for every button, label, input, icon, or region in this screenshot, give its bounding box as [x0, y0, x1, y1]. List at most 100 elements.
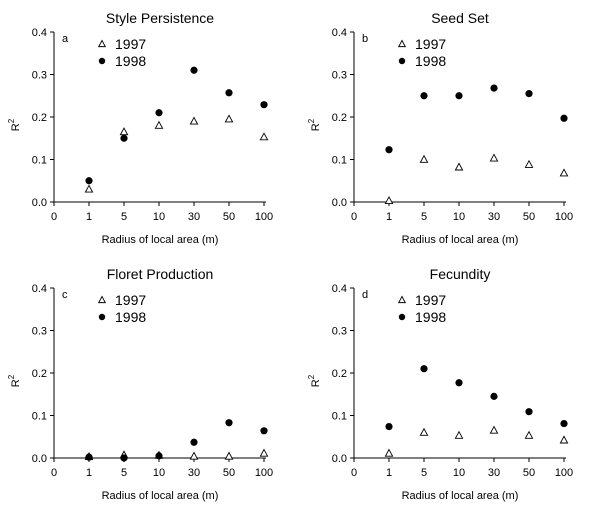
x-tick-label: 30 — [188, 211, 200, 223]
data-point-1998 — [190, 438, 198, 446]
x-tick-label: 30 — [488, 467, 500, 479]
data-point-1997 — [454, 162, 464, 171]
data-point-1998 — [120, 454, 128, 462]
legend-marker-circle — [398, 313, 406, 321]
x-tick-label: 5 — [121, 467, 127, 479]
x-tick-label: 100 — [555, 211, 573, 223]
x-tick-label: 0 — [351, 467, 357, 479]
legend-label: 1997 — [415, 292, 446, 308]
data-point-1997 — [559, 435, 569, 444]
data-point-1998 — [420, 365, 428, 373]
data-point-1997 — [384, 448, 394, 457]
data-point-1997 — [559, 168, 569, 177]
data-point-1997 — [224, 451, 234, 460]
panel-b: Seed Set b 0.0 0.1 0.2 0.3 0.4 0 1 5 10 30 50 100 Radi… — [307, 10, 573, 246]
y-tick-label: 0.2 — [32, 368, 47, 380]
x-tick-label: 100 — [255, 211, 273, 223]
panel-c: Floret Production c 0.0 0.1 0.2 0.3 0.4 0 1 5 10 30… — [7, 266, 273, 502]
y-tick-label: 0.1 — [32, 411, 47, 423]
data-point-1997 — [419, 427, 429, 436]
data-point-1997 — [189, 451, 199, 460]
y-tick-label: 0.4 — [32, 27, 47, 39]
data-point-1998 — [155, 452, 163, 460]
y-tick-label: 0.2 — [32, 112, 47, 124]
data-point-1998 — [190, 66, 198, 74]
x-tick-label: 30 — [488, 211, 500, 223]
x-tick-label: 0 — [51, 211, 57, 223]
data-point-1997 — [84, 184, 94, 193]
y-axis-label: R2 — [307, 374, 322, 387]
panel-letter: c — [62, 289, 68, 301]
x-tick-label: 50 — [523, 467, 535, 479]
legend-marker-circle — [98, 57, 106, 65]
panel-d: Fecundity d 0.0 0.1 0.2 0.3 0.4 0 1 5 10 30 50 100 Rad… — [307, 266, 573, 502]
x-tick-label: 5 — [421, 467, 427, 479]
chart-title: Floret Production — [107, 266, 214, 282]
legend-label: 1997 — [115, 292, 146, 308]
data-point-1997 — [489, 153, 499, 162]
data-point-1998 — [85, 177, 93, 185]
x-tick-label: 1 — [386, 467, 392, 479]
y-tick-label: 0.3 — [332, 70, 347, 82]
legend-label: 1998 — [415, 309, 446, 325]
legend-marker-circle — [398, 57, 406, 65]
legend-marker-circle — [98, 313, 106, 321]
x-tick-label: 0 — [351, 211, 357, 223]
y-tick-label: 0.4 — [332, 27, 347, 39]
legend-marker-triangle — [97, 39, 107, 48]
panel-letter: a — [62, 33, 69, 45]
x-tick-label: 10 — [153, 467, 165, 479]
legend-label: 1998 — [415, 53, 446, 69]
x-tick-label: 10 — [153, 211, 165, 223]
y-tick-label: 0.0 — [332, 197, 347, 209]
x-tick-label: 1 — [86, 211, 92, 223]
y-tick-label: 0.3 — [332, 326, 347, 338]
data-point-1998 — [155, 109, 163, 117]
x-axis-label: Radius of local area (m) — [402, 234, 519, 246]
y-tick-label: 0.4 — [332, 283, 347, 295]
x-tick-label: 50 — [223, 211, 235, 223]
chart-title: Style Persistence — [106, 10, 214, 26]
data-point-1998 — [225, 89, 233, 97]
x-tick-label: 100 — [555, 467, 573, 479]
legend-label: 1997 — [415, 36, 446, 52]
data-point-1998 — [225, 419, 233, 427]
data-point-1998 — [260, 427, 268, 435]
x-axis-label: Radius of local area (m) — [102, 234, 219, 246]
data-point-1998 — [455, 92, 463, 100]
x-tick-label: 1 — [86, 467, 92, 479]
x-tick-label: 10 — [453, 211, 465, 223]
x-axis-label: Radius of local area (m) — [402, 490, 519, 502]
panel-a: Style Persistence a 0.0 0.1 0.2 0.3 0.4 0 1 5 10 30… — [7, 10, 273, 246]
legend-label: 1998 — [115, 309, 146, 325]
data-point-1998 — [525, 90, 533, 98]
y-tick-label: 0.4 — [32, 283, 47, 295]
y-tick-label: 0.2 — [332, 368, 347, 380]
data-point-1997 — [224, 114, 234, 123]
y-axis-label: R2 — [307, 118, 322, 131]
panel-letter: b — [362, 33, 368, 45]
data-point-1998 — [455, 379, 463, 387]
data-point-1997 — [154, 120, 164, 129]
x-tick-label: 50 — [523, 211, 535, 223]
x-tick-label: 50 — [223, 467, 235, 479]
data-point-1998 — [525, 408, 533, 416]
panel-letter: d — [362, 289, 368, 301]
data-point-1998 — [560, 114, 568, 122]
x-tick-label: 100 — [255, 467, 273, 479]
y-tick-label: 0.0 — [332, 453, 347, 465]
y-tick-label: 0.2 — [332, 112, 347, 124]
data-point-1997 — [259, 132, 269, 141]
x-tick-label: 30 — [188, 467, 200, 479]
x-tick-label: 0 — [51, 467, 57, 479]
legend-marker-triangle — [397, 39, 407, 48]
legend-label: 1998 — [115, 53, 146, 69]
x-tick-label: 5 — [421, 211, 427, 223]
y-tick-label: 0.0 — [32, 197, 47, 209]
data-point-1997 — [119, 127, 129, 136]
data-point-1998 — [490, 392, 498, 400]
